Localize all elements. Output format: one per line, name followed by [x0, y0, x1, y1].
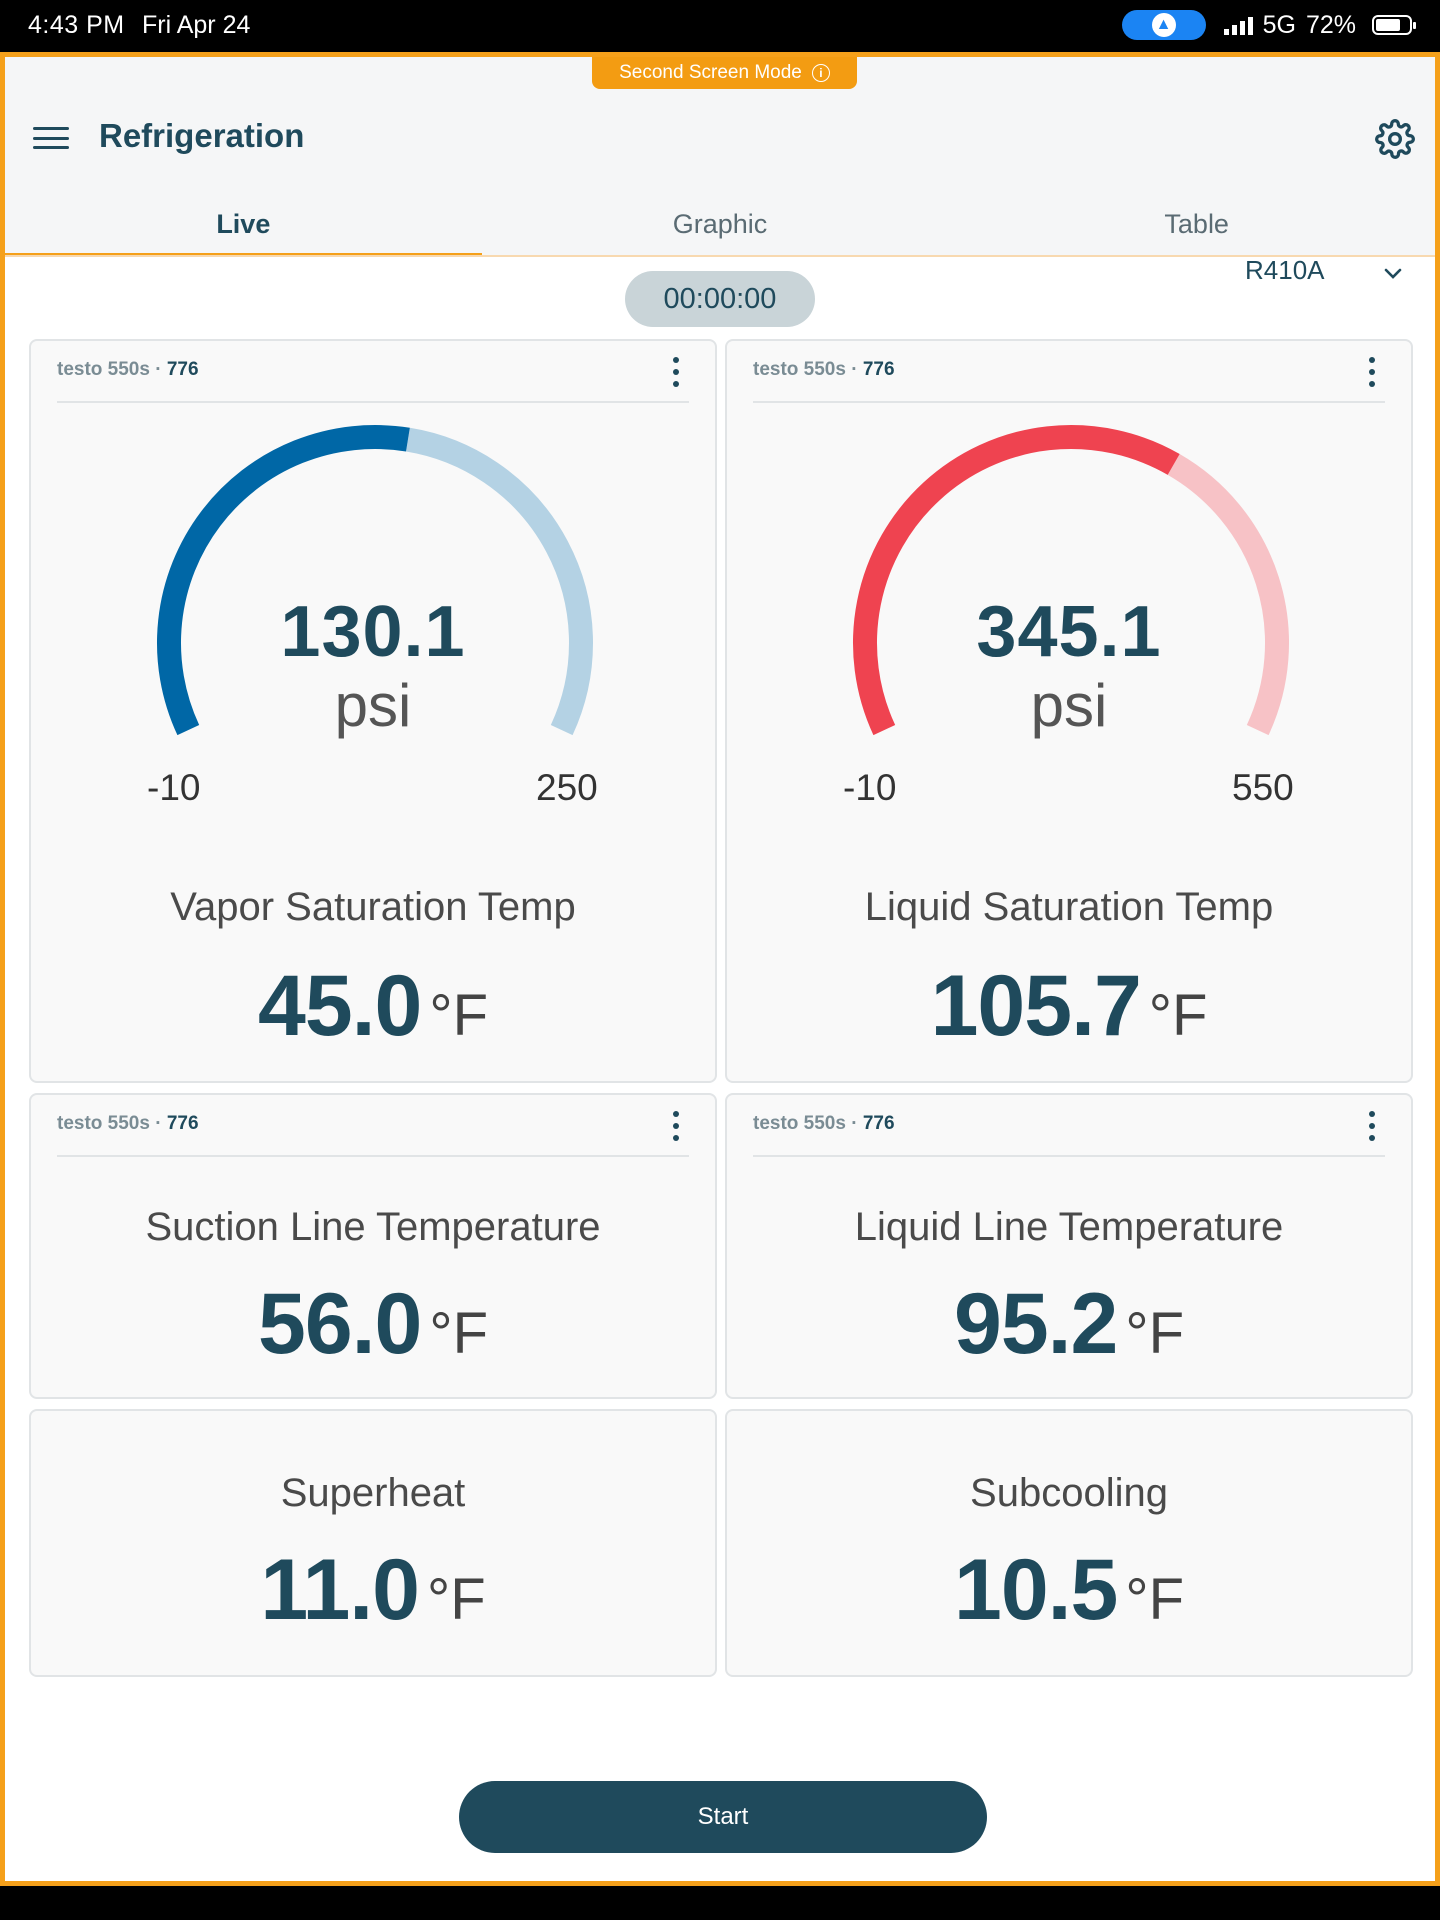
- tab-graphic[interactable]: Graphic: [672, 209, 768, 239]
- device-id: 776: [166, 1113, 199, 1134]
- reading-label: Suction Line Temperature: [145, 1205, 601, 1249]
- kebab-menu-icon[interactable]: [673, 1111, 681, 1141]
- reading-value-row: 105.7 °F: [727, 957, 1411, 1056]
- suction-temp-card: testo 550s · 776 Suction Line Temperatur…: [29, 1093, 717, 1399]
- reading-unit: °F: [429, 1301, 488, 1366]
- gauge-value: 345.1: [976, 592, 1162, 672]
- second-screen-banner[interactable]: Second Screen Mode i: [592, 57, 857, 89]
- reading-value-row: 10.5 °F: [727, 1541, 1411, 1640]
- reading-label: Subcooling: [970, 1471, 1168, 1515]
- liquid-temp-card: testo 550s · 776 Liquid Line Temperature…: [725, 1093, 1413, 1399]
- network-type: 5G: [1262, 10, 1296, 39]
- view-tabs: Live Graphic Table: [5, 197, 1435, 257]
- reading-unit: °F: [1125, 1567, 1184, 1632]
- high-pressure-card: testo 550s · 776 345.1 psi -10 550 Liqui…: [725, 339, 1413, 1083]
- reading-value: 95.2: [953, 1276, 1118, 1372]
- reading-unit: °F: [427, 1567, 486, 1632]
- chevron-down-icon[interactable]: [1381, 261, 1405, 285]
- gauge-min: -10: [147, 767, 201, 808]
- app-window: Second Screen Mode i Refrigeration Live …: [0, 52, 1440, 1886]
- card-divider: [57, 1155, 689, 1157]
- menu-icon[interactable]: [33, 123, 69, 153]
- card-divider: [57, 401, 689, 403]
- info-icon[interactable]: i: [811, 64, 830, 82]
- reading-value-row: 95.2 °F: [727, 1275, 1411, 1374]
- device-label: testo 550s · 776: [57, 1113, 199, 1134]
- superheat-card: Superheat 11.0 °F: [29, 1409, 717, 1677]
- battery-percent: 72%: [1305, 10, 1356, 39]
- reading-value-row: 56.0 °F: [31, 1275, 715, 1374]
- tab-live[interactable]: Live: [5, 197, 482, 257]
- gauge-unit: psi: [334, 672, 412, 739]
- start-button[interactable]: Start: [459, 1781, 987, 1853]
- kebab-menu-icon[interactable]: [1369, 357, 1377, 387]
- device-label: testo 550s · 776: [57, 359, 199, 380]
- signal-icon: [1223, 15, 1253, 35]
- page-title: Refrigeration: [99, 117, 305, 154]
- status-bar: 4:43 PM Fri Apr 24 ▲ 5G 72%: [0, 0, 1440, 52]
- reading-value-row: 11.0 °F: [31, 1541, 715, 1640]
- gear-icon[interactable]: [1375, 119, 1415, 159]
- battery-icon: [1372, 15, 1416, 35]
- device-id: 776: [166, 359, 199, 380]
- reading-label: Superheat: [280, 1471, 466, 1515]
- reading-unit: °F: [429, 983, 488, 1048]
- pressure-gauge: [853, 425, 1289, 736]
- card-divider: [753, 1155, 1385, 1157]
- reading-label: Liquid Saturation Temp: [864, 885, 1274, 929]
- device-id: 776: [862, 359, 895, 380]
- card-divider: [753, 401, 1385, 403]
- gauge-value: 130.1: [280, 592, 466, 672]
- reading-value: 56.0: [257, 1276, 422, 1372]
- device-id: 776: [862, 1113, 895, 1134]
- device-label: testo 550s · 776: [753, 1113, 895, 1134]
- status-time: 4:43 PM: [28, 11, 125, 39]
- gauge-max: 250: [536, 767, 598, 808]
- tab-table[interactable]: Table: [1164, 209, 1229, 239]
- kebab-menu-icon[interactable]: [1369, 1111, 1377, 1141]
- subcooling-card: Subcooling 10.5 °F: [725, 1409, 1413, 1677]
- location-arrow-icon: ▲: [1151, 13, 1176, 37]
- device-label: testo 550s · 776: [753, 359, 895, 380]
- reading-value: 45.0: [257, 958, 422, 1054]
- gauge-fill: [157, 425, 410, 736]
- low-pressure-card: testo 550s · 776 130.1 psi -10 250 Vapor…: [29, 339, 717, 1083]
- gauge-track: [406, 427, 593, 736]
- app-header: Second Screen Mode i Refrigeration Live …: [5, 57, 1435, 257]
- reading-unit: °F: [1148, 983, 1208, 1048]
- gauge-unit: psi: [1030, 672, 1108, 739]
- reading-value: 10.5: [953, 1542, 1118, 1638]
- navigation-indicator: ▲: [1121, 10, 1206, 40]
- status-right: ▲ 5G 72%: [1121, 10, 1416, 40]
- reading-label: Liquid Line Temperature: [854, 1205, 1284, 1249]
- banner-text: Second Screen Mode: [619, 62, 802, 83]
- timer-display: 00:00:00: [625, 271, 815, 327]
- kebab-menu-icon[interactable]: [673, 357, 681, 387]
- pressure-gauge: [157, 425, 593, 736]
- refrigerant-select[interactable]: R410A: [1245, 255, 1325, 285]
- gauge-max: 550: [1232, 767, 1294, 808]
- device-name: testo 550s: [57, 359, 150, 380]
- status-date: Fri Apr 24: [142, 11, 251, 39]
- gauge-track: [1167, 454, 1289, 736]
- device-name: testo 550s: [57, 1113, 150, 1134]
- reading-unit: °F: [1125, 1301, 1184, 1366]
- reading-value: 105.7: [930, 958, 1142, 1054]
- gauge-min: -10: [843, 767, 897, 808]
- device-name: testo 550s: [753, 1113, 846, 1134]
- gauge-fill: [853, 425, 1180, 736]
- reading-value-row: 45.0 °F: [31, 957, 715, 1056]
- device-name: testo 550s: [753, 359, 846, 380]
- reading-label: Vapor Saturation Temp: [170, 885, 576, 929]
- reading-value: 11.0: [260, 1542, 420, 1638]
- tabs-divider: [5, 255, 1435, 257]
